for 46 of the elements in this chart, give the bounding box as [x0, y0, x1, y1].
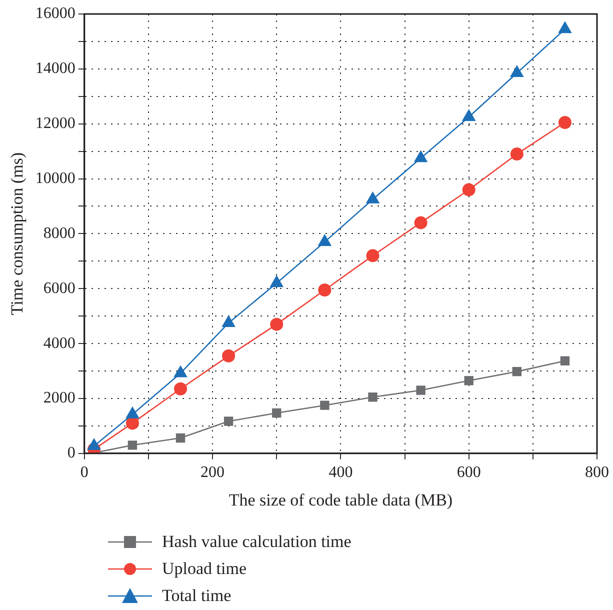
legend-label: Upload time — [162, 558, 247, 578]
point — [176, 433, 186, 443]
y-tick-label: 10000 — [35, 170, 76, 187]
point — [560, 356, 570, 366]
y-tick-label: 4000 — [43, 334, 76, 352]
point — [366, 249, 380, 262]
point — [558, 116, 572, 129]
y-tick-label: 6000 — [43, 280, 76, 297]
point — [270, 275, 284, 288]
x-axis-title: The size of code table data (MB) — [228, 490, 453, 510]
point — [222, 349, 236, 362]
point — [558, 21, 572, 34]
point — [462, 108, 476, 121]
point — [128, 440, 138, 450]
y-tick-label: 8000 — [43, 224, 76, 242]
y-tick-label: 14000 — [35, 60, 76, 78]
y-tick-label: 0 — [67, 444, 76, 462]
point — [224, 416, 234, 426]
point — [414, 216, 428, 230]
point — [318, 234, 332, 246]
point — [462, 183, 476, 196]
x-tick-label: 0 — [80, 464, 88, 482]
point — [270, 318, 284, 331]
y-tick-label: 12000 — [35, 115, 76, 132]
y-axis-title: Time consumption (ms) — [8, 152, 27, 316]
point — [272, 408, 282, 418]
point — [414, 150, 428, 162]
point — [512, 366, 522, 376]
legend-label: Hash value calculation time — [162, 532, 352, 552]
point — [510, 148, 524, 161]
x-tick-label: 800 — [585, 464, 609, 482]
x-tick-label: 600 — [456, 464, 481, 482]
point — [464, 376, 474, 386]
x-tick-label: 200 — [200, 464, 225, 482]
point — [174, 382, 188, 396]
point — [320, 400, 330, 410]
legend-label: Total time — [162, 586, 232, 606]
y-tick-label: 2000 — [43, 390, 76, 407]
point — [368, 392, 378, 402]
x-tick-label: 400 — [328, 464, 353, 482]
y-tick-label: 16000 — [35, 5, 76, 22]
point — [416, 386, 426, 395]
point — [510, 65, 524, 78]
point — [318, 284, 332, 296]
point — [126, 416, 139, 430]
point — [366, 191, 380, 204]
